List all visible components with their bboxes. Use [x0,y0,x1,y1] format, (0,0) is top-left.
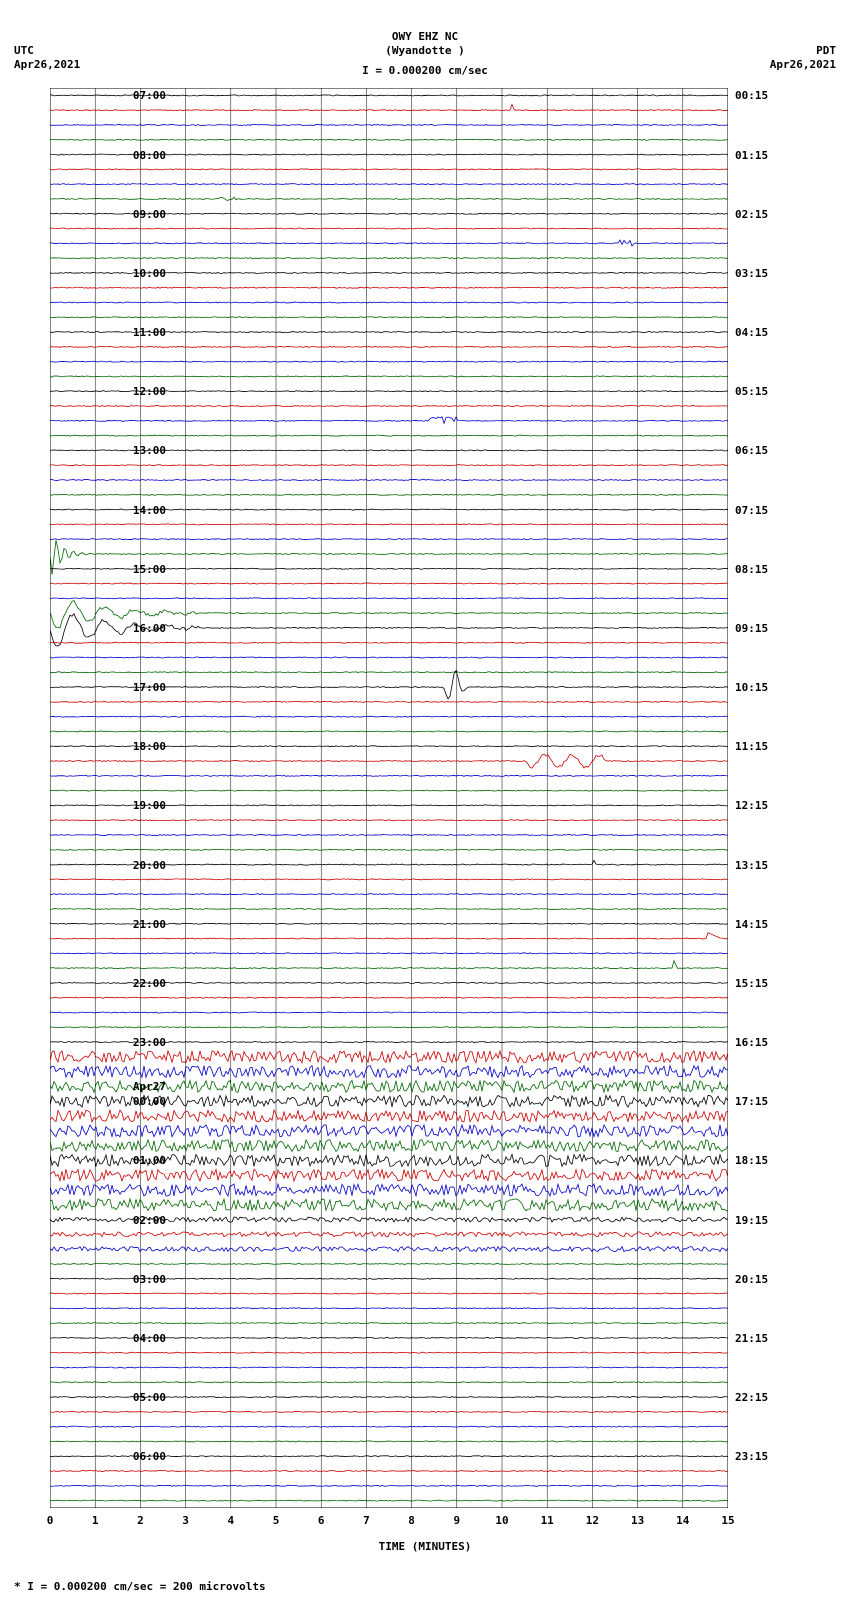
timezone-left: UTC [14,44,34,57]
left-time-label: 21:00 [116,918,166,931]
xaxis-tick-label: 14 [663,1514,703,1527]
right-time-label: 10:15 [735,681,795,694]
left-time-label: 22:00 [116,977,166,990]
station-location: (Wyandotte ) [0,44,850,57]
left-time-label: 02:00 [116,1214,166,1227]
xaxis-tick-label: 9 [437,1514,477,1527]
left-time-label: 16:00 [116,622,166,635]
left-time-label: 00:00 [116,1095,166,1108]
right-time-label: 20:15 [735,1273,795,1286]
seismogram-plot [50,88,728,1508]
right-time-label: 09:15 [735,622,795,635]
right-time-label: 17:15 [735,1095,795,1108]
right-time-label: 13:15 [735,859,795,872]
xaxis-tick-label: 15 [708,1514,748,1527]
right-time-label: 19:15 [735,1214,795,1227]
date-right: Apr26,2021 [770,58,836,71]
left-time-label: 05:00 [116,1391,166,1404]
right-time-label: 08:15 [735,563,795,576]
xaxis-tick-label: 3 [166,1514,206,1527]
left-time-label: 20:00 [116,859,166,872]
left-time-label: 06:00 [116,1450,166,1463]
right-time-label: 18:15 [735,1154,795,1167]
left-time-label: 11:00 [116,326,166,339]
right-time-label: 01:15 [735,149,795,162]
right-time-label: 12:15 [735,799,795,812]
xaxis-tick-label: 7 [346,1514,386,1527]
footer-scale: * I = 0.000200 cm/sec = 200 microvolts [14,1580,266,1593]
xaxis-tick-label: 2 [120,1514,160,1527]
xaxis-tick-label: 4 [211,1514,251,1527]
seismogram-container: OWY EHZ NC (Wyandotte ) I = 0.000200 cm/… [0,0,850,1613]
left-time-label: 19:00 [116,799,166,812]
right-time-label: 05:15 [735,385,795,398]
station-title: OWY EHZ NC [0,30,850,43]
left-date-label: Apr27 [116,1080,166,1093]
left-time-label: 07:00 [116,89,166,102]
left-time-label: 17:00 [116,681,166,694]
timezone-right: PDT [816,44,836,57]
right-time-label: 23:15 [735,1450,795,1463]
left-time-label: 12:00 [116,385,166,398]
left-time-label: 10:00 [116,267,166,280]
right-time-label: 00:15 [735,89,795,102]
left-time-label: 08:00 [116,149,166,162]
left-time-label: 14:00 [116,504,166,517]
xaxis-tick-label: 1 [75,1514,115,1527]
right-time-label: 07:15 [735,504,795,517]
xaxis-tick-label: 11 [527,1514,567,1527]
xaxis-tick-label: 0 [30,1514,70,1527]
left-time-label: 03:00 [116,1273,166,1286]
left-time-label: 23:00 [116,1036,166,1049]
right-time-label: 03:15 [735,267,795,280]
right-time-label: 02:15 [735,208,795,221]
left-time-label: 04:00 [116,1332,166,1345]
right-time-label: 16:15 [735,1036,795,1049]
xaxis-tick-label: 10 [482,1514,522,1527]
left-time-label: 15:00 [116,563,166,576]
xaxis-tick-label: 6 [301,1514,341,1527]
xaxis-tick-label: 13 [618,1514,658,1527]
right-time-label: 22:15 [735,1391,795,1404]
date-left: Apr26,2021 [14,58,80,71]
left-time-label: 13:00 [116,444,166,457]
xaxis-title: TIME (MINUTES) [0,1540,850,1553]
right-time-label: 14:15 [735,918,795,931]
right-time-label: 06:15 [735,444,795,457]
left-time-label: 09:00 [116,208,166,221]
xaxis-tick-label: 5 [256,1514,296,1527]
right-time-label: 21:15 [735,1332,795,1345]
right-time-label: 15:15 [735,977,795,990]
scale-indicator: I = 0.000200 cm/sec [0,64,850,77]
left-time-label: 01:00 [116,1154,166,1167]
left-time-label: 18:00 [116,740,166,753]
xaxis-tick-label: 12 [572,1514,612,1527]
xaxis-tick-label: 8 [392,1514,432,1527]
right-time-label: 11:15 [735,740,795,753]
right-time-label: 04:15 [735,326,795,339]
